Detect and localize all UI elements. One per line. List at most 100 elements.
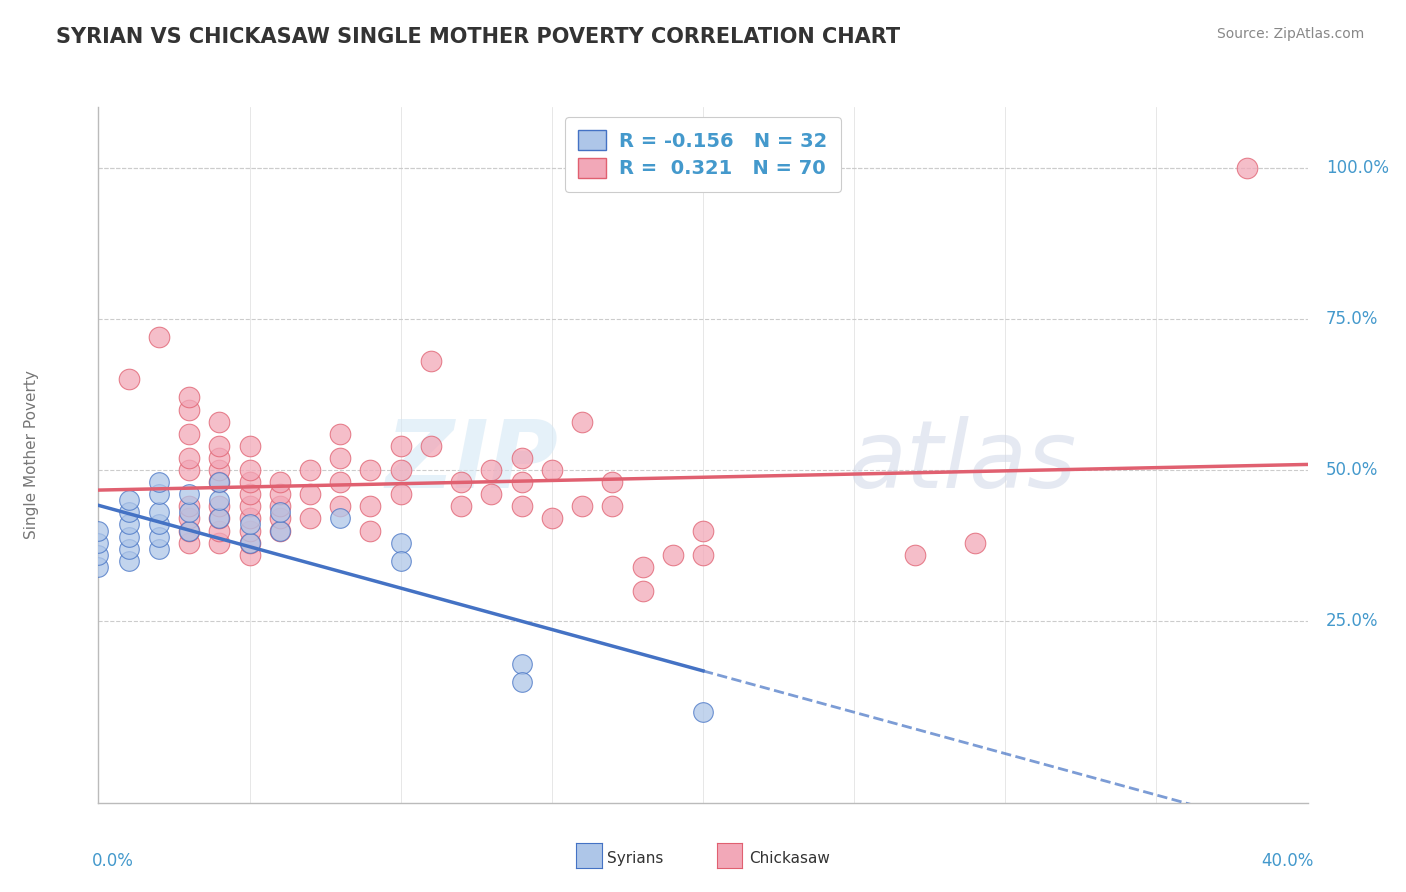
Point [177,500,201,514]
Point [177,402,201,417]
Point [118,530,141,544]
Point [269,500,291,514]
Point [177,524,201,538]
Point [329,426,352,441]
Point [148,475,170,490]
Point [148,330,170,344]
Text: SYRIAN VS CHICKASAW SINGLE MOTHER POVERTY CORRELATION CHART: SYRIAN VS CHICKASAW SINGLE MOTHER POVERT… [56,27,900,46]
Point [148,517,170,532]
Point [692,548,714,562]
Point [450,475,472,490]
Point [208,493,231,508]
Point [239,535,262,549]
Point [269,524,291,538]
Point [329,450,352,465]
Point [631,559,654,574]
Point [118,505,141,519]
Point [540,511,562,525]
Point [177,463,201,477]
Point [510,674,533,689]
Text: Single Mother Poverty: Single Mother Poverty [24,370,39,540]
Point [269,511,291,525]
Point [571,415,593,429]
Point [269,475,291,490]
Text: 0.0%: 0.0% [93,852,134,870]
Point [148,530,170,544]
Point [239,524,262,538]
Point [118,517,141,532]
Text: 75.0%: 75.0% [1326,310,1378,327]
Point [389,463,412,477]
Point [1236,161,1258,175]
Point [148,541,170,556]
Point [87,535,110,549]
Point [299,463,322,477]
Point [118,554,141,568]
Point [299,487,322,501]
Point [419,439,441,453]
Point [904,548,927,562]
Point [177,450,201,465]
Point [965,535,987,549]
Point [602,475,624,490]
Point [239,511,262,525]
Text: Source: ZipAtlas.com: Source: ZipAtlas.com [1216,27,1364,41]
Point [510,657,533,671]
Point [208,524,231,538]
Point [239,548,262,562]
Text: atlas: atlas [848,417,1077,508]
Point [269,524,291,538]
Text: ZIP: ZIP [385,416,558,508]
Point [510,475,533,490]
Point [239,475,262,490]
Point [360,524,382,538]
Point [239,500,262,514]
Point [329,500,352,514]
Point [602,500,624,514]
Point [208,535,231,549]
Point [631,584,654,599]
Text: Chickasaw: Chickasaw [749,852,831,866]
Point [177,426,201,441]
Point [692,524,714,538]
Point [571,500,593,514]
Point [239,535,262,549]
Point [419,354,441,368]
Point [87,548,110,562]
Point [177,505,201,519]
Point [299,511,322,525]
Point [208,500,231,514]
Point [389,535,412,549]
Point [389,554,412,568]
Point [269,505,291,519]
Text: 40.0%: 40.0% [1261,852,1313,870]
Text: Syrians: Syrians [607,852,664,866]
Point [329,475,352,490]
Point [118,541,141,556]
Point [481,463,503,477]
Point [177,524,201,538]
Point [239,463,262,477]
Point [208,415,231,429]
Point [208,463,231,477]
Point [510,500,533,514]
Point [208,511,231,525]
Point [118,493,141,508]
Point [239,439,262,453]
Point [177,391,201,405]
Point [269,487,291,501]
Point [208,475,231,490]
Point [87,524,110,538]
Text: 25.0%: 25.0% [1326,612,1378,631]
Point [177,487,201,501]
Point [389,487,412,501]
Point [208,511,231,525]
Text: 50.0%: 50.0% [1326,461,1378,479]
Point [540,463,562,477]
Point [148,505,170,519]
Point [87,559,110,574]
Point [450,500,472,514]
Point [661,548,683,562]
Point [360,463,382,477]
Point [329,511,352,525]
